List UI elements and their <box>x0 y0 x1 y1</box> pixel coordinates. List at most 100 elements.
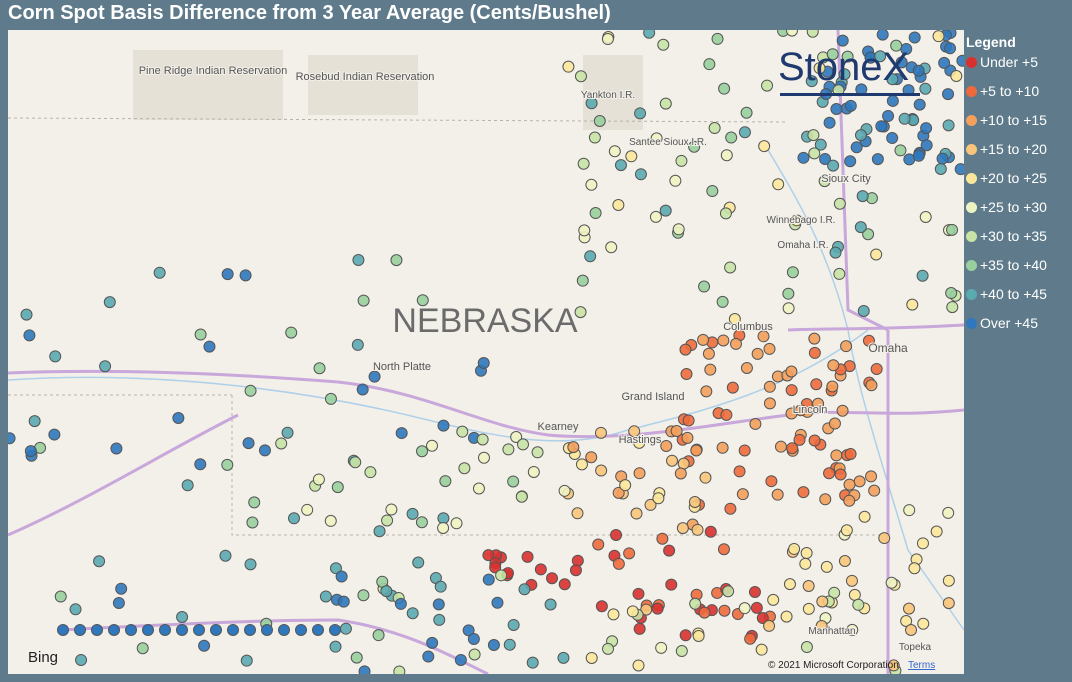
location-dot <box>406 507 419 520</box>
location-dot <box>521 550 534 563</box>
location-dot <box>172 411 185 424</box>
location-dot <box>763 380 776 393</box>
location-dot <box>826 380 839 393</box>
location-dot <box>885 576 898 589</box>
location-dot <box>772 178 785 191</box>
location-dot <box>677 457 690 470</box>
location-dot <box>833 267 846 280</box>
legend-swatch <box>966 144 977 155</box>
location-dot <box>844 155 857 168</box>
location-dot <box>676 522 689 535</box>
legend-item[interactable]: +30 to +35 <box>966 228 1047 257</box>
location-dot <box>843 494 856 507</box>
location-dot <box>655 641 668 654</box>
roads <box>8 30 964 674</box>
location-dot <box>358 665 371 674</box>
location-dot <box>765 475 778 488</box>
location-dot <box>763 619 776 632</box>
location-dot <box>136 642 149 655</box>
location-dot <box>20 308 33 321</box>
legend-label: +30 to +35 <box>980 228 1047 244</box>
legend-label: +35 to +40 <box>980 257 1047 273</box>
location-dot <box>750 601 763 614</box>
location-dot <box>808 147 821 160</box>
location-dot <box>381 514 394 527</box>
location-dot <box>854 129 867 142</box>
location-dot <box>844 448 857 461</box>
location-dot <box>819 153 832 166</box>
location-dot <box>876 30 889 41</box>
reservation <box>583 55 643 130</box>
location-dot <box>477 356 490 369</box>
location-dot <box>786 442 799 455</box>
location-dot <box>607 608 620 621</box>
location-dot <box>585 97 598 110</box>
location-dot <box>819 493 832 506</box>
location-dot <box>487 639 500 652</box>
location-dot <box>364 466 377 479</box>
legend-swatch <box>966 260 977 271</box>
location-dot <box>738 602 751 615</box>
location-dot <box>808 434 821 447</box>
location-dot <box>724 502 737 515</box>
location-dot <box>703 58 716 71</box>
location-dot <box>799 557 812 570</box>
legend-swatch <box>966 202 977 213</box>
location-dot <box>125 624 137 636</box>
location-dot <box>675 154 688 167</box>
location-dot <box>608 145 621 158</box>
location-dot <box>738 126 751 139</box>
legend-item[interactable]: +5 to +10 <box>966 83 1047 112</box>
legend-item[interactable]: Over +45 <box>966 315 1047 344</box>
location-dot <box>576 274 589 287</box>
location-dot <box>886 94 899 107</box>
location-dot <box>602 642 615 655</box>
location-dot <box>838 68 851 81</box>
location-dot <box>578 224 591 237</box>
location-dot <box>54 590 67 603</box>
legend-label: Under +5 <box>980 54 1038 70</box>
location-dot <box>439 475 452 488</box>
location-dot <box>724 261 737 274</box>
place-label: Topeka <box>899 642 932 653</box>
legend-item[interactable]: +15 to +20 <box>966 141 1047 170</box>
location-dot <box>275 437 288 450</box>
location-dot <box>946 223 959 236</box>
location-dot <box>857 304 870 317</box>
location-dot <box>688 140 701 153</box>
location-dot <box>738 444 751 457</box>
legend-item[interactable]: +10 to +15 <box>966 112 1047 141</box>
location-dot <box>489 561 502 574</box>
legend-title: Legend <box>966 34 1016 50</box>
legend-swatch <box>966 86 977 97</box>
location-dot <box>288 512 301 525</box>
location-dot <box>666 454 679 467</box>
legend-item[interactable]: +35 to +40 <box>966 257 1047 286</box>
legend-item[interactable]: +20 to +25 <box>966 170 1047 199</box>
location-dot <box>246 516 259 529</box>
location-dot <box>672 223 685 236</box>
location-dot <box>780 610 793 623</box>
location-dot <box>691 523 704 536</box>
legend-item[interactable]: +25 to +30 <box>966 199 1047 228</box>
location-dot <box>69 603 82 616</box>
place-label: Lincoln <box>793 404 828 416</box>
location-dot <box>698 280 711 293</box>
location-dot <box>393 665 406 674</box>
legend-item[interactable]: +40 to +45 <box>966 286 1047 315</box>
logo: StoneX <box>778 45 909 89</box>
location-dot <box>874 50 887 63</box>
location-dot <box>807 129 820 142</box>
location-dot <box>797 151 810 164</box>
location-dot <box>176 624 188 636</box>
location-dot <box>281 426 294 439</box>
legend-item[interactable]: Under +5 <box>966 54 1047 83</box>
place-label: Hastings <box>619 434 662 446</box>
location-dot <box>711 32 724 45</box>
location-dot <box>828 417 841 430</box>
location-dot <box>785 365 798 378</box>
place-label: Santee Sioux I.R. <box>629 137 707 148</box>
terms-link[interactable]: Terms <box>908 660 935 671</box>
location-dot <box>585 651 598 664</box>
